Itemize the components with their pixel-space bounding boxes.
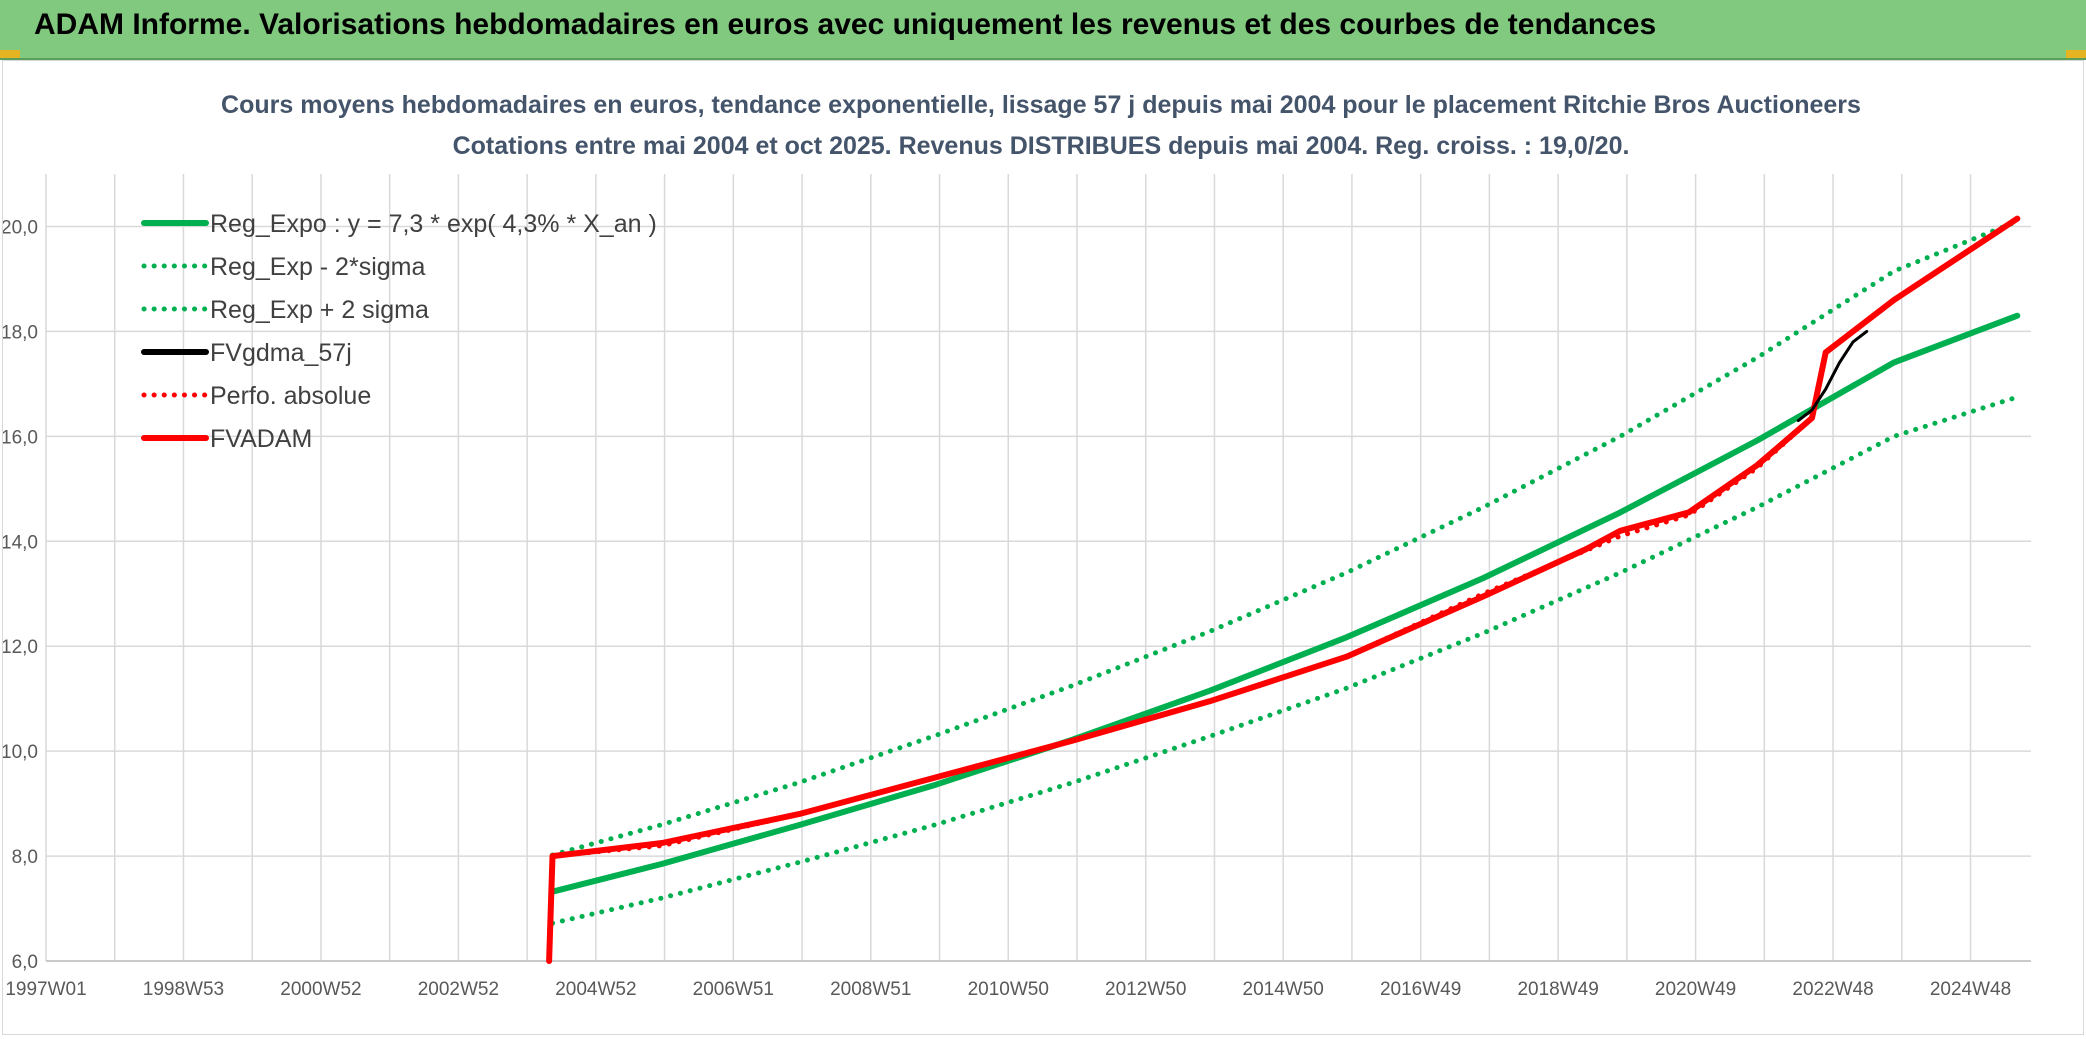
x-tick-label: 2016W49 [1380,979,1461,1000]
legend-label: Reg_Exp + 2 sigma [210,296,429,324]
legend-label: Perfo. absolue [210,382,371,410]
chart-svg: Cours moyens hebdomadaires en euros, ten… [1,91,2031,1000]
x-tick-label: 2018W49 [1517,979,1598,1000]
banner-corner-right [2066,50,2086,58]
x-tick-label: 2014W50 [1243,979,1324,1000]
y-tick-label: 20,0 [3,217,38,238]
x-tick-label: 1998W53 [143,979,224,1000]
series-line-reg-exp-2-sigma [550,394,2020,926]
y-tick-label: 10,0 [3,742,38,763]
grid [45,174,2031,962]
legend-label: Reg_Exp - 2*sigma [210,253,425,281]
x-tick-label: 2024W48 [1930,979,2011,1000]
x-tick-label: 2022W48 [1792,979,1873,1000]
x-tick-label: 2000W52 [280,979,361,1000]
y-tick-label: 6,0 [12,952,38,973]
chart-title-line2: Cotations entre mai 2004 et oct 2025. Re… [453,132,1630,160]
y-tick-label: 18,0 [3,322,38,343]
x-tick-label: 1997W01 [5,979,86,1000]
x-tick-label: 2004W52 [555,979,636,1000]
axes: 6,0 8,0 10,0 12,0 14,0 16,0 18,0 20,0 1997W01 199… [1,217,2031,1000]
legend-label: FVADAM [210,425,312,453]
x-tick-label: 2008W51 [830,979,911,1000]
series-line-fvadam [546,215,2021,964]
banner: ADAM Informe. Valorisations hebdomadaire… [0,0,2086,60]
legend-label: Reg_Expo : y = 7,3 * exp( 4,3% * X_an ) [210,210,657,238]
x-tick-label: 2010W50 [968,979,1049,1000]
x-tick-label: 2012W50 [1105,979,1186,1000]
series-group [546,215,2021,964]
y-tick-label: 8,0 [12,847,38,868]
x-tick-label: 2002W52 [418,979,499,1000]
banner-corner-left [0,50,20,58]
y-tick-label: 16,0 [3,427,38,448]
series-line-reg-expo-y-7-3-exp-4-3-x-an [549,312,2021,895]
series-line-reg-exp-2-sigma [550,218,2020,858]
legend: Reg_Expo : y = 7,3 * exp( 4,3% * X_an ) R… [141,210,657,453]
x-tick-label: 2006W51 [693,979,774,1000]
banner-title: ADAM Informe. Valorisations hebdomadaire… [34,8,1657,41]
y-tick-label: 12,0 [3,637,38,658]
x-tick-label: 2020W49 [1655,979,1736,1000]
chart-title-line1: Cours moyens hebdomadaires en euros, ten… [221,91,1861,119]
chart-frame: Cours moyens hebdomadaires en euros, ten… [1,60,2084,1035]
series-line-fvgdma-57j [1796,329,1869,423]
legend-label: FVgdma_57j [210,339,352,367]
y-tick-label: 14,0 [3,532,38,553]
